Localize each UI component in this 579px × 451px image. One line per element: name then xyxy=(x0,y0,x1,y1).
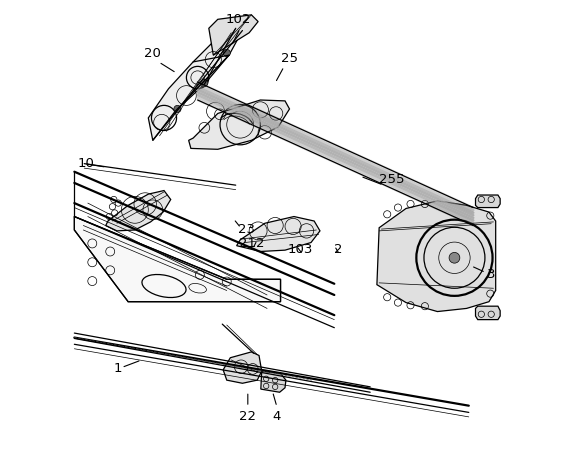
Text: 2: 2 xyxy=(334,243,342,256)
Polygon shape xyxy=(475,195,500,207)
Text: 10: 10 xyxy=(78,157,95,170)
Polygon shape xyxy=(148,24,243,140)
Polygon shape xyxy=(377,201,496,312)
Circle shape xyxy=(201,79,208,87)
Polygon shape xyxy=(209,15,258,55)
Text: 25: 25 xyxy=(281,52,298,65)
Polygon shape xyxy=(237,216,320,252)
Text: 212: 212 xyxy=(239,237,264,250)
Polygon shape xyxy=(74,216,281,302)
Text: 1: 1 xyxy=(114,363,123,375)
Text: 20: 20 xyxy=(144,46,161,60)
Text: 22: 22 xyxy=(239,410,256,423)
Polygon shape xyxy=(475,306,500,320)
Text: 3: 3 xyxy=(487,268,495,281)
Text: 23: 23 xyxy=(238,223,255,235)
Circle shape xyxy=(174,106,181,113)
Text: 103: 103 xyxy=(288,243,313,256)
Circle shape xyxy=(223,49,230,56)
Polygon shape xyxy=(189,100,290,149)
Polygon shape xyxy=(223,352,262,383)
Text: 4: 4 xyxy=(273,410,281,423)
Text: 102: 102 xyxy=(225,13,251,26)
Circle shape xyxy=(449,253,460,263)
Polygon shape xyxy=(261,371,286,392)
Polygon shape xyxy=(106,190,171,231)
Text: 255: 255 xyxy=(379,173,405,186)
